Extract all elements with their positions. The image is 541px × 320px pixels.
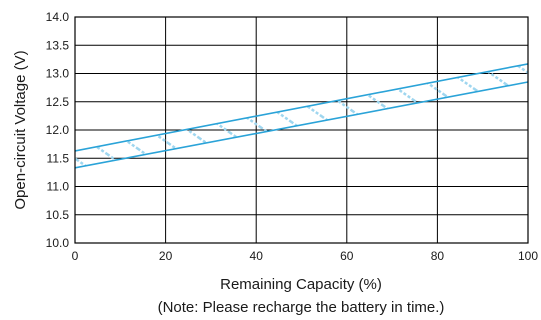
x-tick-labels: 0 20 40 60 80 100 [72,249,539,263]
x-tick-label: 80 [431,249,445,263]
x-tick-label: 20 [159,249,173,263]
x-tick-label: 0 [72,249,79,263]
x-tick-label: 60 [340,249,354,263]
x-axis-label: Remaining Capacity (%) [220,276,382,293]
recharge-note: (Note: Please recharge the battery in ti… [158,299,445,316]
y-tick-label: 11.0 [47,180,70,194]
x-tick-label: 100 [518,249,538,263]
y-tick-label: 14.0 [46,10,70,24]
y-tick-label: 12.0 [46,123,70,137]
voltage-band [75,63,528,169]
x-tick-label: 40 [250,249,264,263]
y-tick-label: 10.5 [46,208,70,222]
band-upper-line [75,63,528,152]
y-tick-labels: 10.0 10.5 11.0 11.5 12.0 12.5 13.0 13.5 14.0 [46,10,70,250]
voltage-band-fill [75,63,528,168]
plot-frame [74,16,529,244]
y-tick-label: 13.0 [46,67,70,81]
y-tick-label: 12.5 [46,95,70,109]
y-axis-label: Open-circuit Voltage (V) [12,50,29,209]
y-tick-label: 11.5 [47,151,70,165]
y-tick-label: 10.0 [46,236,70,250]
band-lower-line [75,81,528,169]
y-tick-label: 13.5 [46,38,70,52]
